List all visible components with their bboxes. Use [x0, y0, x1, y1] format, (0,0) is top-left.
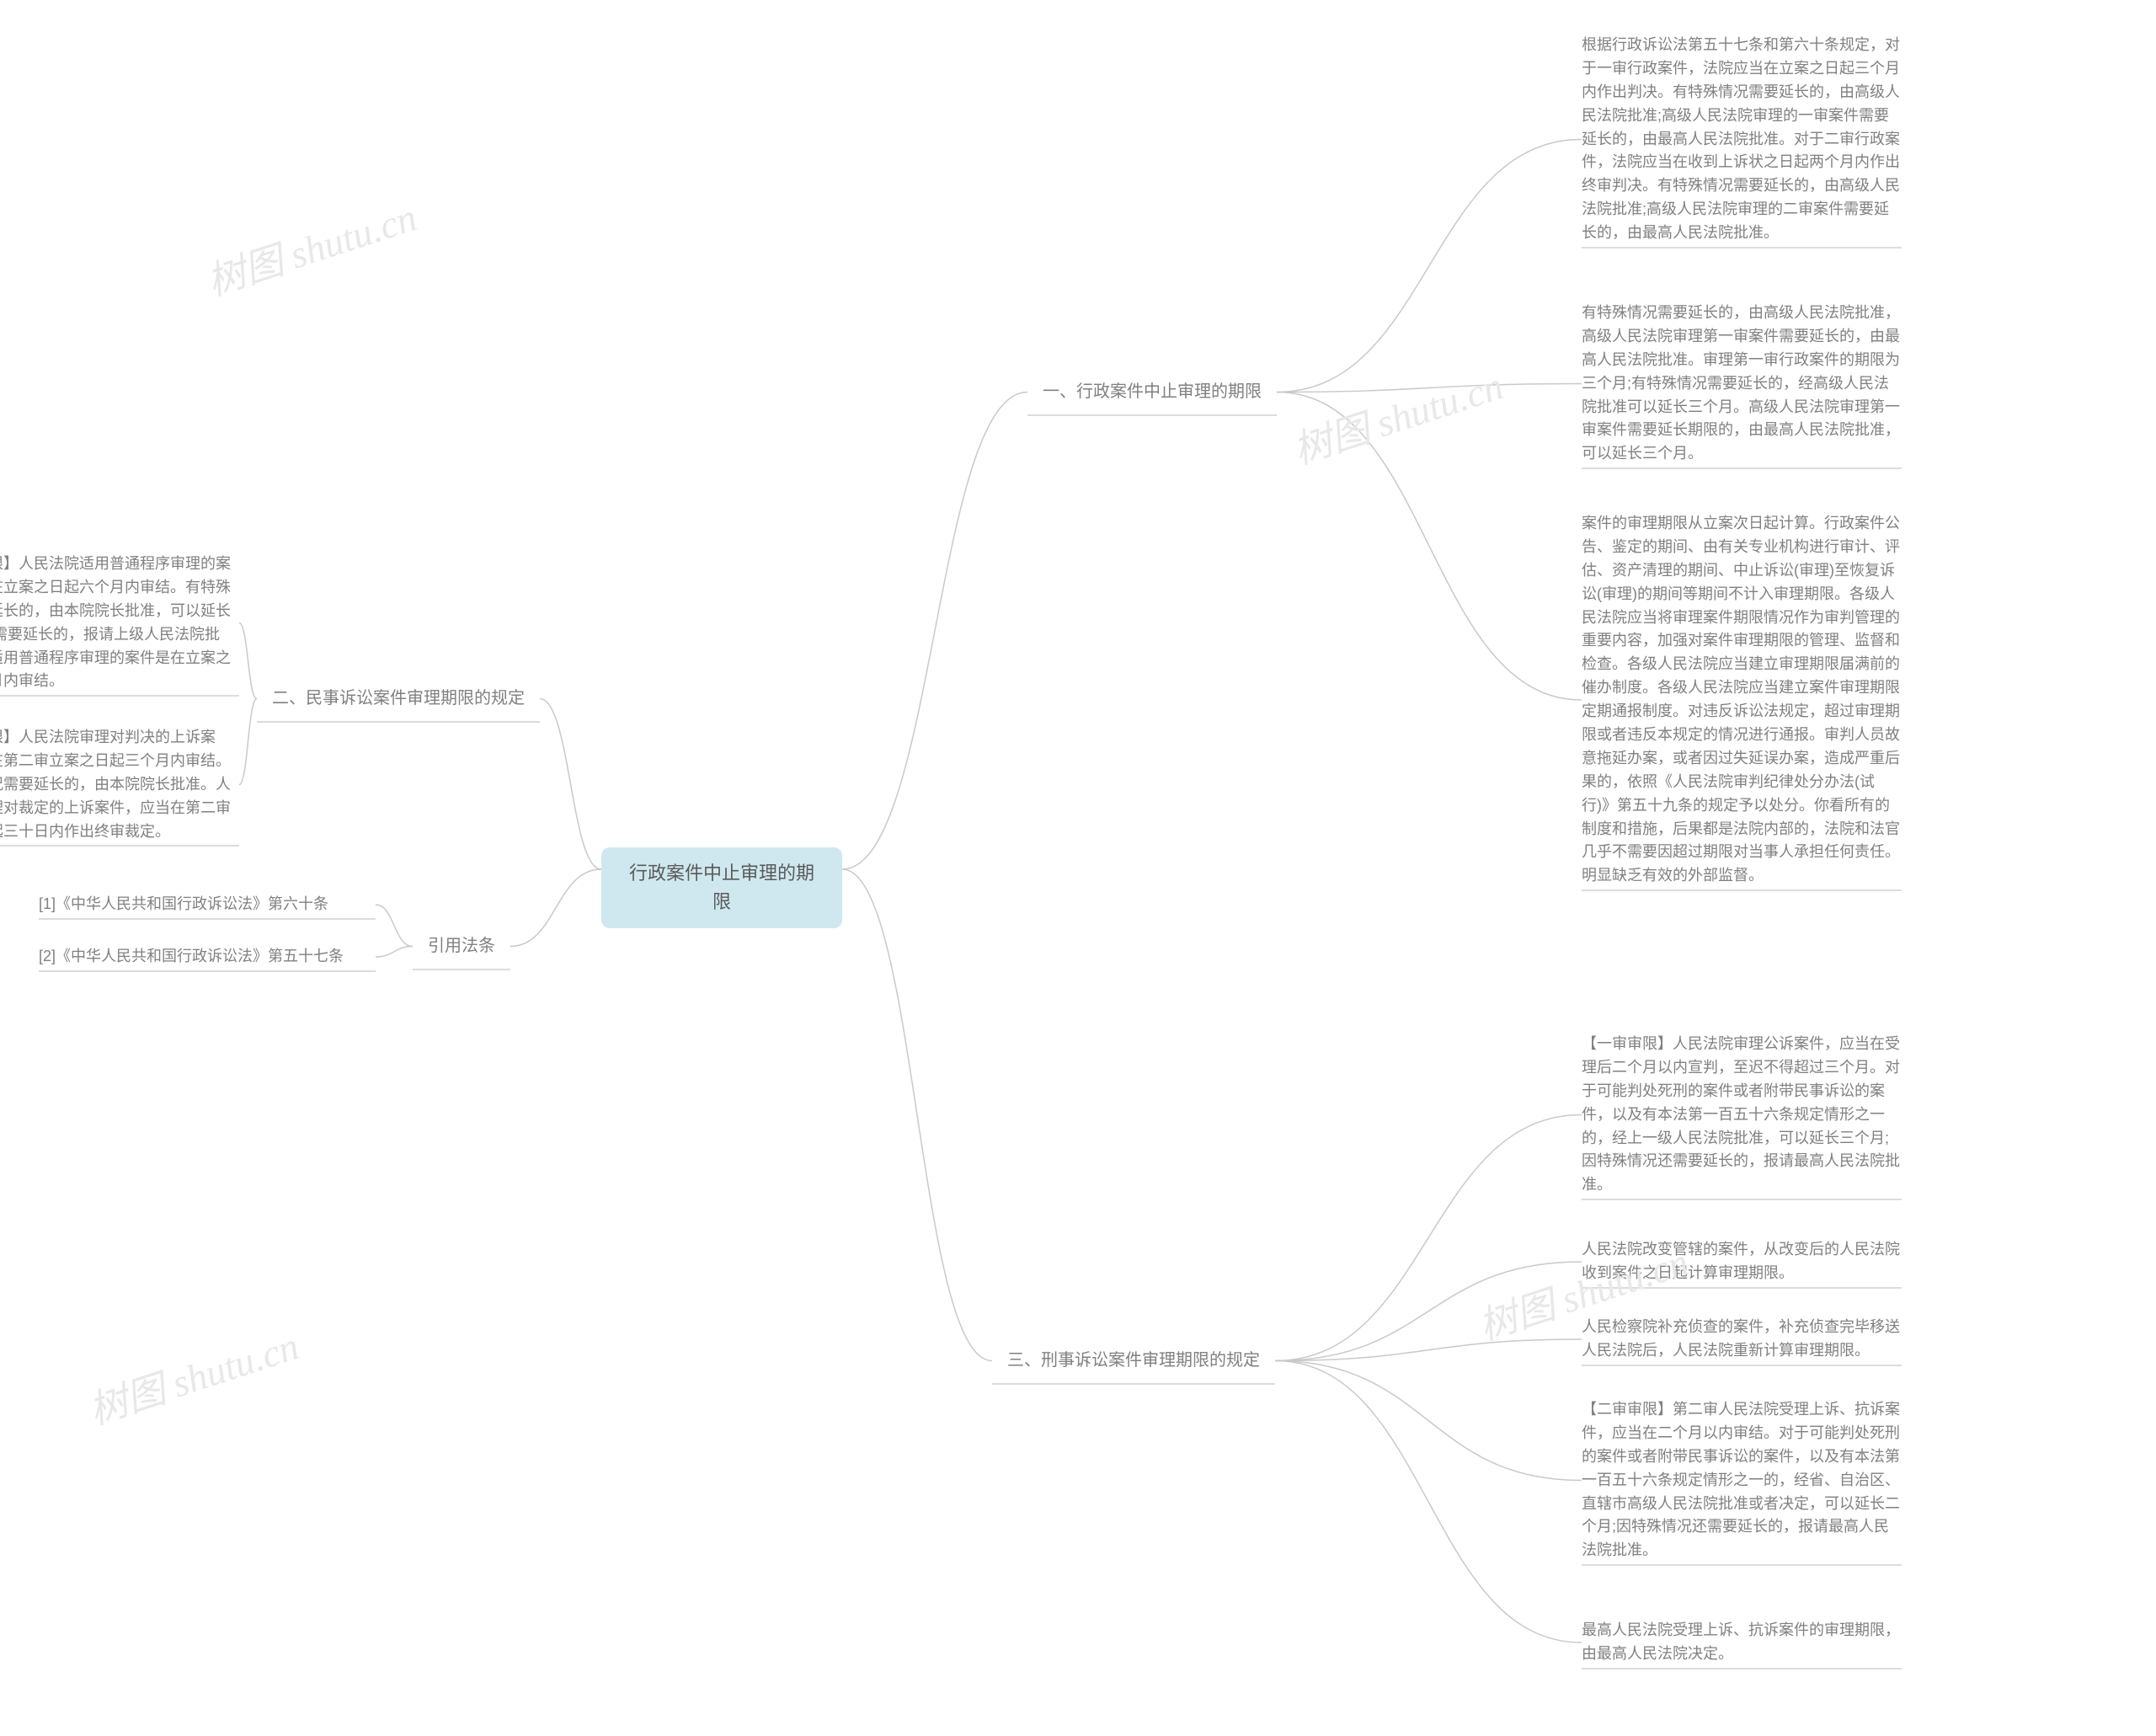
watermark: 树图 shutu.cn: [81, 1316, 305, 1436]
branch-b3: 三、刑事诉讼案件审理期限的规定: [992, 1339, 1275, 1382]
leaf-b1l1: 根据行政诉讼法第五十七条和第六十条规定，对于一审行政案件，法院应当在立案之日起三…: [1582, 34, 1902, 245]
leaf-b3l5: 最高人民法院受理上诉、抗诉案件的审理期限，由最高人民法院决定。: [1582, 1619, 1902, 1666]
leaf-b1l3: 案件的审理期限从立案次日起计算。行政案件公告、鉴定的期间、由有关专业机构进行审计…: [1582, 512, 1902, 888]
watermark: 树图 shutu.cn: [199, 187, 423, 307]
leaf-b3l2: 人民法院改变管辖的案件，从改变后的人民法院收到案件之日起计算审理期限。: [1582, 1238, 1902, 1285]
leaf-b4l2: [2]《中华人民共和国行政诉讼法》第五十七条: [39, 945, 359, 969]
branch-b4: 引用法条: [413, 925, 510, 968]
leaf-b2l2: 【二审审限】人民法院审理对判决的上诉案件，应当在第二审立案之日起三个月内审结。有…: [0, 726, 239, 843]
leaf-b1l2: 有特殊情况需要延长的，由高级人民法院批准，高级人民法院审理第一审案件需要延长的，…: [1582, 302, 1902, 466]
branch-b2: 二、民事诉讼案件审理期限的规定: [257, 677, 540, 720]
leaf-b3l4: 【二审审限】第二审人民法院受理上诉、抗诉案件，应当在二个月以内审结。对于可能判处…: [1582, 1398, 1902, 1562]
leaf-b3l1: 【一审审限】人民法院审理公诉案件，应当在受理后二个月以内宣判，至迟不得超过三个月…: [1582, 1033, 1902, 1197]
watermark: 树图 shutu.cn: [1285, 355, 1509, 476]
center-node: 行政案件中止审理的期限: [601, 847, 842, 928]
branch-b1: 一、行政案件中止审理的期限: [1027, 371, 1277, 414]
leaf-b2l1: 【一审审限】人民法院适用普通程序审理的案件，应当在立案之日起六个月内审结。有特殊…: [0, 553, 239, 693]
leaf-b4l1: [1]《中华人民共和国行政诉讼法》第六十条: [39, 893, 359, 916]
leaf-b3l3: 人民检察院补充侦查的案件，补充侦查完毕移送人民法院后，人民法院重新计算审理期限。: [1582, 1316, 1902, 1363]
